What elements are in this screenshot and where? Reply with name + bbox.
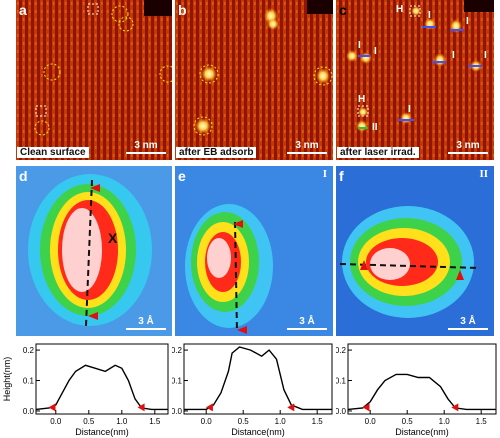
plot-frame: [183, 343, 333, 415]
x-tick-label: 1.5: [476, 417, 488, 426]
profile-marker: [137, 403, 145, 412]
profile-line: [35, 364, 168, 411]
stm-image-a: a Clean surface 3 nm: [16, 0, 172, 160]
x-tick-label: 0.0: [201, 417, 213, 426]
height-profile-d: 0.0 0.1 0.2 0.0 0.5 1.0 1.5 Distance(nm) Height(…: [2, 343, 169, 437]
x-axis-label: Distance(nm): [395, 427, 449, 437]
x-tick-label: 0.5: [83, 417, 95, 426]
scale-bar-e: 3 Å: [287, 316, 327, 330]
mark-i-7: I: [408, 104, 411, 115]
y-tick-label: 0.1: [172, 377, 183, 386]
mark-i-3: I: [358, 40, 361, 51]
y-tick-label: 0.2: [336, 346, 347, 355]
x-tick-label: 1.5: [149, 417, 161, 426]
plot-frame: [35, 343, 169, 415]
marker-x: X: [108, 230, 118, 246]
stm-zoom-f: f II 3 Å: [336, 166, 494, 336]
mark-ii: II: [372, 122, 378, 133]
x-axis-label: Distance(nm): [75, 427, 129, 437]
x-tick-label: 1.5: [312, 417, 324, 426]
x-tick-label: 1.0: [116, 417, 128, 426]
profile-marker: [287, 403, 295, 412]
mark-i-4: I: [374, 46, 377, 57]
scale-bar-b: 3 nm: [287, 140, 327, 154]
y-tick-label: 0.1: [23, 377, 35, 386]
y-tick-label: 0.2: [172, 346, 183, 355]
x-tick-label: 1.0: [275, 417, 287, 426]
panel-label-a: a: [19, 2, 27, 18]
x-tick-label: 0.0: [50, 417, 62, 426]
height-profile-f: 0.0 0.1 0.2 0.0 0.5 1.0 1.5 Distance(nm): [336, 343, 497, 437]
scale-bar-a: 3 nm: [126, 140, 166, 154]
profile-line: [347, 373, 496, 411]
panel-label-f: f: [339, 168, 344, 184]
molecule-type-tag-e: I: [322, 168, 327, 180]
mark-h-bottom: H: [358, 94, 366, 105]
caption-b: after EB adsorb: [176, 147, 257, 158]
mark-h-top: H: [396, 4, 404, 15]
x-tick-label: 0.5: [402, 417, 414, 426]
profile-marker: [362, 403, 370, 412]
scale-bar-d: 3 Å: [126, 316, 166, 330]
y-tick-label: 0.2: [23, 346, 35, 355]
caption-c: after laser irrad.: [337, 147, 419, 158]
x-axis-label: Distance(nm): [231, 427, 285, 437]
mark-i-5: I: [452, 50, 455, 61]
mark-i-6: I: [484, 50, 487, 61]
y-tick-label: 0.0: [23, 407, 35, 416]
y-tick-label: 0.0: [336, 407, 347, 416]
mark-i-2: I: [466, 16, 469, 27]
molecule-type-tag-f: II: [479, 168, 488, 180]
height-profile-e: 0.0 0.1 0.2 0.0 0.5 1.0 1.5 Distance(nm): [172, 343, 333, 437]
x-tick-label: 0.0: [365, 417, 377, 426]
scale-bar-f: 3 Å: [448, 316, 488, 330]
panel-label-c: c: [339, 2, 347, 18]
profile-marker: [205, 403, 213, 412]
caption-a: Clean surface: [17, 147, 89, 158]
y-tick-label: 0.0: [172, 407, 183, 416]
panel-label-e: e: [178, 168, 186, 184]
x-tick-label: 1.0: [439, 417, 451, 426]
y-tick-label: 0.1: [336, 377, 347, 386]
scale-bar-c: 3 nm: [448, 140, 488, 154]
mark-i-1: I: [428, 10, 431, 21]
profile-marker: [48, 403, 56, 412]
plot-frame: [347, 343, 497, 415]
profile-marker: [451, 403, 459, 412]
panel-label-d: d: [19, 168, 28, 184]
x-tick-label: 0.5: [238, 417, 250, 426]
stm-zoom-e: e I 3 Å: [175, 166, 333, 336]
stm-zoom-d: d X 3 Å: [16, 166, 172, 336]
profile-line: [184, 346, 332, 411]
panel-label-b: b: [178, 2, 187, 18]
stm-image-c: H I I I I I I H I II c after laser irrad…: [336, 0, 494, 160]
y-axis-label: Height(nm): [2, 357, 12, 402]
stm-image-b: b after EB adsorb 3 nm: [175, 0, 333, 160]
